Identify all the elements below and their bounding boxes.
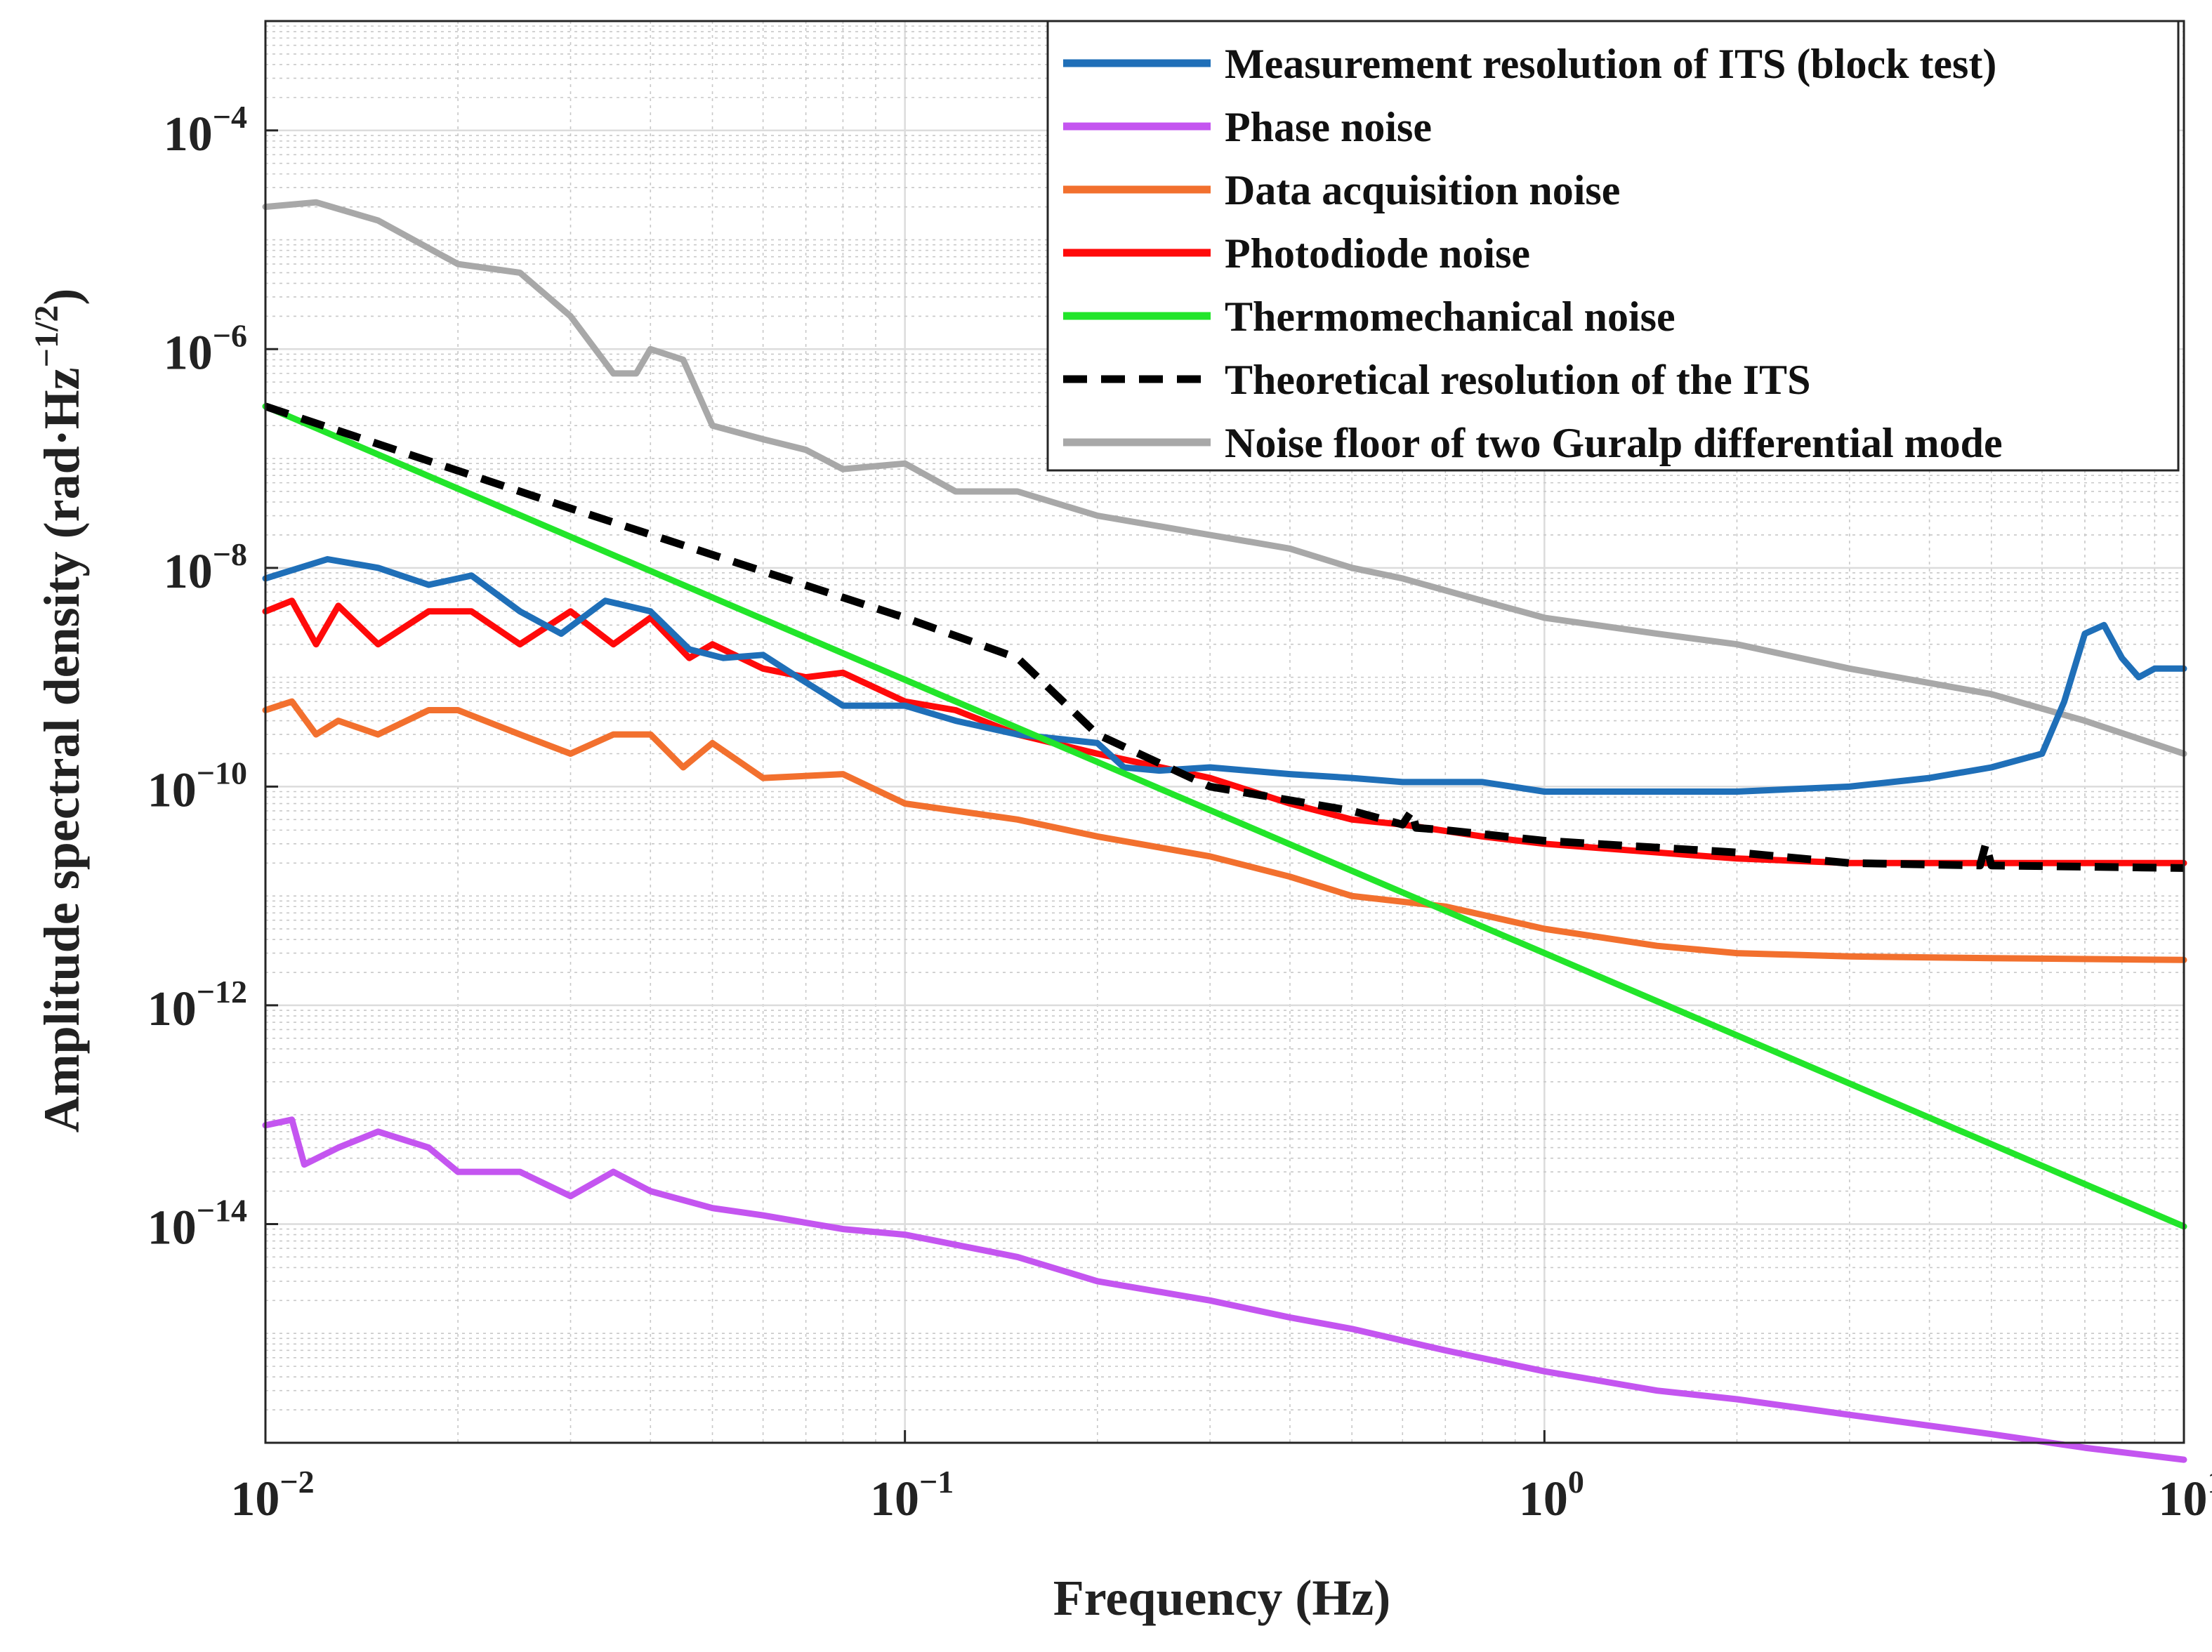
- tick-label-exponent: −8: [213, 536, 247, 572]
- legend-label: Phase noise: [1225, 104, 1432, 150]
- series-line-5: [264, 402, 2185, 872]
- y-tick-label: 10−14: [147, 1192, 247, 1255]
- x-tick-label: 10−1: [870, 1464, 954, 1526]
- tick-label-base: 10: [147, 982, 197, 1036]
- tick-label-exponent: −6: [213, 317, 247, 353]
- legend-label: Theoretical resolution of the ITS: [1225, 357, 1810, 403]
- y-axis-title-close: ): [34, 289, 90, 305]
- tick-label-base: 10: [164, 326, 213, 380]
- tick-label-exponent: −1: [919, 1464, 954, 1500]
- tick-label-exponent: 0: [1568, 1464, 1584, 1500]
- legend-box: [1046, 20, 2180, 472]
- legend-label: Noise floor of two Guralp differential m…: [1225, 420, 2003, 466]
- tick-label-exponent: −12: [197, 974, 247, 1010]
- x-tick-label: 100: [1519, 1464, 1584, 1526]
- y-axis-title: Amplitude spectral density (rad·Hz−1/2): [28, 289, 90, 1133]
- tick-label-exponent: −10: [197, 755, 247, 791]
- tick-label-exponent: −14: [197, 1192, 247, 1228]
- series-line-6: [262, 199, 2187, 757]
- tick-label-base: 10: [164, 545, 213, 599]
- x-tick-label: 101: [2159, 1464, 2212, 1526]
- series-line-1: [262, 1116, 2187, 1463]
- legend-label: Thermomechanical noise: [1225, 293, 1676, 340]
- legend-label: Measurement resolution of ITS (block tes…: [1225, 41, 1996, 87]
- series-line-0: [262, 556, 2187, 795]
- tick-label-exponent: −4: [213, 99, 247, 135]
- y-tick-label: 10−4: [164, 99, 247, 161]
- y-tick-label: 10−10: [147, 755, 247, 817]
- y-tick-label: 10−12: [147, 974, 247, 1036]
- series-line-4: [262, 403, 2187, 1230]
- series-line-2: [262, 698, 2187, 963]
- y-tick-label: 10−8: [164, 536, 247, 599]
- tick-label-base: 10: [2159, 1472, 2208, 1526]
- x-axis-title: Frequency (Hz): [1053, 1570, 1391, 1626]
- y-axis-title-exponent: −1/2: [28, 305, 65, 368]
- tick-label-exponent: 1: [2208, 1464, 2212, 1500]
- tick-label-base: 10: [147, 763, 197, 817]
- tick-label-exponent: −2: [279, 1464, 314, 1500]
- tick-label-base: 10: [230, 1472, 279, 1526]
- y-tick-label: 10−6: [164, 317, 247, 380]
- x-tick-label: 10−2: [230, 1464, 314, 1526]
- tick-label-base: 10: [147, 1201, 197, 1255]
- y-axis-title-main: Amplitude spectral density (rad·Hz: [34, 367, 90, 1132]
- legend-label: Photodiode noise: [1225, 230, 1530, 277]
- tick-label-base: 10: [164, 107, 213, 161]
- tick-label-base: 10: [870, 1472, 919, 1526]
- axis-ticks: [264, 129, 2185, 1443]
- series-group: [262, 199, 2187, 1463]
- legend-label: Data acquisition noise: [1225, 167, 1620, 213]
- legend: Measurement resolution of ITS (block tes…: [1046, 20, 2180, 472]
- tick-label-base: 10: [1519, 1472, 1568, 1526]
